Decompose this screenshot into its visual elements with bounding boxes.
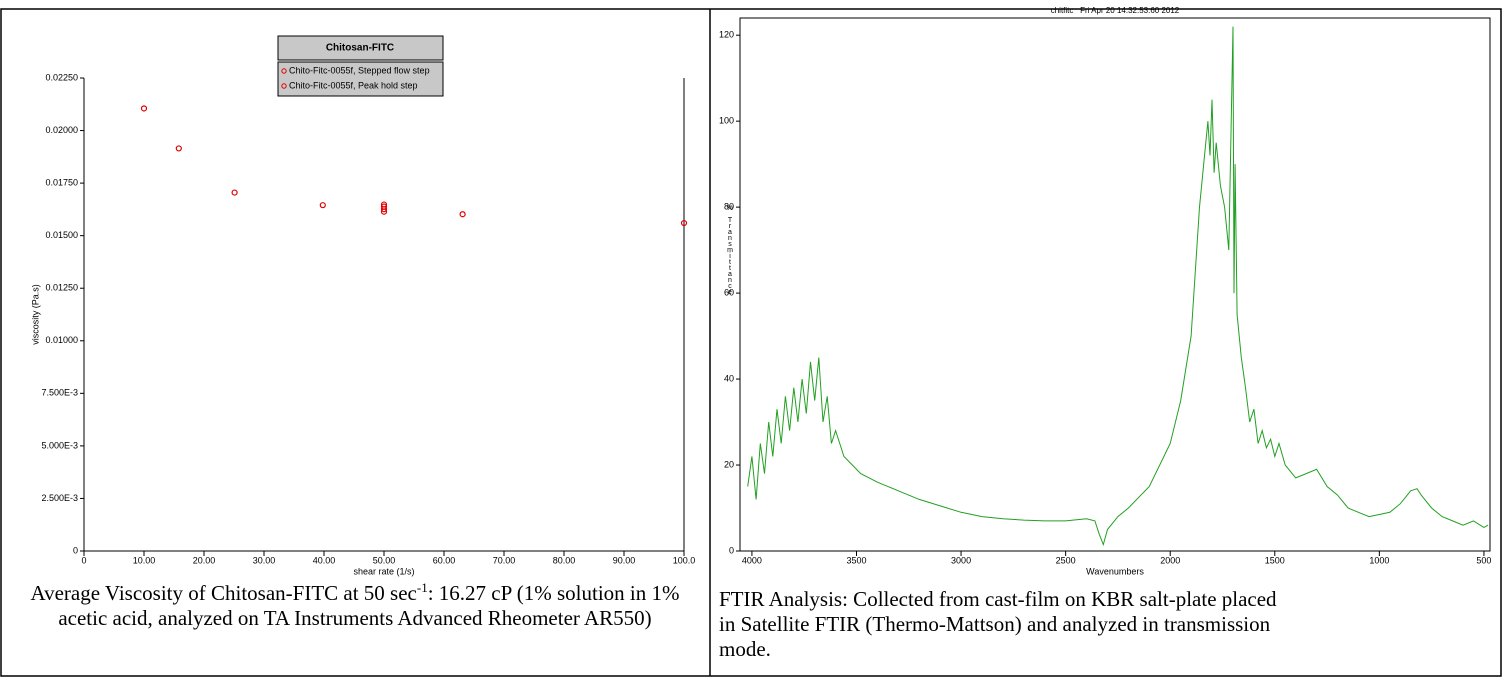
chart-title: chitfitc Fri Apr 20 14:32:53:60 2012 xyxy=(1051,6,1180,15)
y-tick-label: 120 xyxy=(719,30,734,40)
data-point xyxy=(140,105,148,112)
data-point xyxy=(231,189,238,196)
data-point xyxy=(459,211,466,218)
x-tick-label: 30.00 xyxy=(253,555,276,565)
data-point xyxy=(319,202,326,209)
x-tick-label: 1500 xyxy=(1265,555,1285,565)
y-axis-label: % Transmittance xyxy=(726,205,733,295)
y-tick-label: 0.01250 xyxy=(45,283,78,293)
caption-text: Average Viscosity of Chitosan-FITC at 50… xyxy=(30,581,417,605)
x-tick-label: 3000 xyxy=(951,555,971,565)
y-tick-label: 7.500E-3 xyxy=(41,388,78,398)
x-tick-label: 100.0 xyxy=(673,555,696,565)
legend-label: Chito-Fitc-0055f, Stepped flow step xyxy=(289,65,430,75)
data-point xyxy=(175,145,182,152)
table-border xyxy=(0,8,1502,677)
x-tick-label: 1000 xyxy=(1369,555,1389,565)
x-tick-label: 500 xyxy=(1476,555,1491,565)
y-tick-label: 2.500E-3 xyxy=(41,493,78,503)
legend-marker xyxy=(281,83,287,89)
caption-text: : 16.27 cP (1% solution in 1% acetic aci… xyxy=(58,581,680,630)
y-tick-label: 0.01500 xyxy=(45,230,78,240)
y-tick-label: 0.02000 xyxy=(45,125,78,135)
legend-header xyxy=(277,35,444,61)
x-axis-label: Wavenumbers xyxy=(1086,566,1144,576)
legend-title: Chitosan-FITC xyxy=(326,43,394,54)
x-tick-label: 50.00 xyxy=(373,555,396,565)
y-tick-label: 100 xyxy=(719,116,734,126)
caption-right: FTIR Analysis: Collected from cast-film … xyxy=(719,587,1279,662)
x-tick-label: 60.00 xyxy=(433,555,456,565)
y-tick-label: 20 xyxy=(724,459,734,469)
x-tick-label: 4000 xyxy=(742,555,762,565)
x-tick-label: 40.00 xyxy=(313,555,336,565)
x-tick-label: 90.00 xyxy=(613,555,636,565)
x-tick-label: 2000 xyxy=(1160,555,1180,565)
y-tick-label: 0 xyxy=(73,545,78,555)
legend-label: Chito-Fitc-0055f, Peak hold step xyxy=(289,80,418,90)
spectrum-line xyxy=(747,26,1489,547)
x-tick-label: 80.00 xyxy=(553,555,576,565)
x-tick-label: 3500 xyxy=(846,555,866,565)
y-tick-label: 60 xyxy=(724,287,734,297)
x-tick-label: 20.00 xyxy=(193,555,216,565)
y-tick-label: 0.01750 xyxy=(45,177,78,187)
y-tick-label: 0.01000 xyxy=(45,335,78,345)
x-tick-label: 70.00 xyxy=(493,555,516,565)
caption-left: Average Viscosity of Chitosan-FITC at 50… xyxy=(10,575,700,631)
data-point xyxy=(380,206,388,213)
y-tick-label: 40 xyxy=(724,373,734,383)
y-tick-label: 0.02250 xyxy=(45,72,78,82)
y-tick-label: 5.000E-3 xyxy=(41,440,78,450)
data-point xyxy=(380,208,388,215)
x-tick-label: 2500 xyxy=(1056,555,1076,565)
x-axis-label: shear rate (1/s) xyxy=(353,566,414,576)
caption-text: FTIR Analysis: Collected from cast-film … xyxy=(719,587,1277,661)
ftir-frame xyxy=(739,17,1491,552)
caption-superscript: -1 xyxy=(416,580,428,595)
y-tick-label: 0 xyxy=(729,545,734,555)
y-axis-label: viscosity (Pa.s) xyxy=(30,284,40,345)
legend-box xyxy=(277,61,444,97)
y-tick-label: 80 xyxy=(724,202,734,212)
legend-marker xyxy=(281,68,287,74)
x-tick-label: 10.00 xyxy=(133,555,156,565)
data-point xyxy=(680,219,688,227)
x-tick-label: 0 xyxy=(81,555,86,565)
